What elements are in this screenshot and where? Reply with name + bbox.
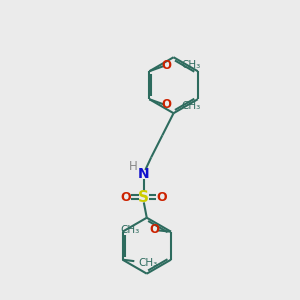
Text: O: O bbox=[161, 59, 171, 72]
Text: CH₃: CH₃ bbox=[139, 258, 158, 268]
Text: O: O bbox=[150, 223, 160, 236]
Text: CH₃: CH₃ bbox=[182, 101, 201, 111]
Text: O: O bbox=[161, 98, 171, 111]
Text: S: S bbox=[138, 190, 149, 205]
Text: O: O bbox=[156, 190, 167, 204]
Text: O: O bbox=[121, 190, 131, 204]
Text: CH₃: CH₃ bbox=[120, 225, 139, 235]
Text: CH₃: CH₃ bbox=[182, 60, 201, 70]
Text: N: N bbox=[138, 167, 150, 181]
Text: H: H bbox=[129, 160, 138, 173]
